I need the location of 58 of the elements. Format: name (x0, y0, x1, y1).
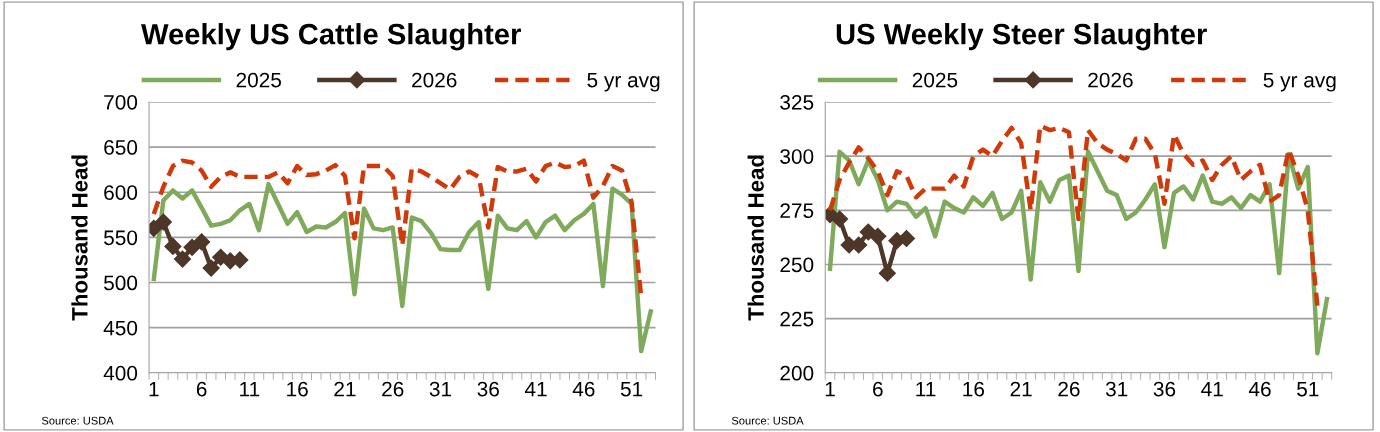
x-tick-label: 46 (1248, 381, 1271, 397)
line-series (827, 123, 1320, 308)
y-tick-label: 450 (103, 320, 138, 336)
point (154, 213, 172, 231)
x-tick-label: 26 (1058, 381, 1080, 397)
x-tick-label: 21 (1010, 381, 1032, 397)
legend-label: 2025 (236, 72, 282, 88)
legend-label: 2026 (1088, 72, 1133, 88)
point (831, 210, 849, 228)
x-tick-label: 41 (524, 381, 547, 397)
x-tick-label: 1 (149, 381, 159, 397)
x-tick-label: 31 (1105, 381, 1128, 397)
x-tick-label: 41 (1201, 381, 1223, 397)
y-axis-title: Thousand Head (747, 155, 764, 321)
y-tick-label: 550 (104, 230, 138, 246)
y-tick-label: 500 (104, 275, 138, 291)
x-tick-label: 51 (620, 381, 643, 397)
x-tick-label: 51 (1297, 381, 1319, 397)
x-tick-label: 36 (477, 381, 499, 397)
x-tick-label: 6 (873, 381, 883, 397)
y-tick-label: 600 (104, 185, 138, 200)
x-tick-label: 46 (572, 381, 595, 397)
x-tick-label: 1 (825, 381, 835, 397)
source-note: Source: USDA (41, 416, 114, 425)
point (173, 250, 192, 268)
x-tick-label: 31 (429, 381, 452, 397)
x-tick-label: 16 (287, 381, 308, 397)
line-series (827, 149, 1330, 356)
point (193, 233, 211, 251)
point (878, 264, 896, 282)
legend-label: 5 yr avg (1263, 72, 1336, 92)
chart-title: Weekly US Cattle Slaughter (141, 23, 521, 51)
y-tick-label: 400 (103, 365, 138, 381)
x-tick-label: 6 (196, 381, 207, 397)
y-tick-label: 200 (780, 365, 814, 381)
y-axis-title: Thousand Head (71, 155, 88, 321)
legend-label: 2025 (912, 72, 958, 88)
x-tick-label: 36 (1153, 381, 1176, 397)
y-tick-label: 325 (780, 94, 814, 110)
point (869, 227, 887, 245)
legend-label: 2026 (412, 72, 457, 88)
x-tick-label: 26 (382, 381, 404, 397)
legend-label: 5 yr avg (587, 72, 660, 92)
y-tick-label: 225 (780, 311, 814, 327)
y-tick-label: 250 (780, 257, 814, 273)
y-tick-label: 700 (104, 94, 138, 110)
point (164, 237, 182, 255)
y-tick-label: 300 (780, 149, 814, 164)
x-tick-label: 21 (334, 381, 356, 397)
y-tick-label: 275 (780, 203, 814, 219)
source-note: Source: USDA (731, 416, 804, 425)
x-tick-label: 16 (963, 381, 985, 397)
x-tick-label: 11 (916, 381, 936, 397)
line-series (151, 181, 653, 354)
chart-title: US Weekly Steer Slaughter (836, 23, 1207, 51)
x-tick-label: 11 (240, 381, 260, 397)
point (202, 259, 220, 277)
y-tick-label: 650 (104, 140, 138, 155)
